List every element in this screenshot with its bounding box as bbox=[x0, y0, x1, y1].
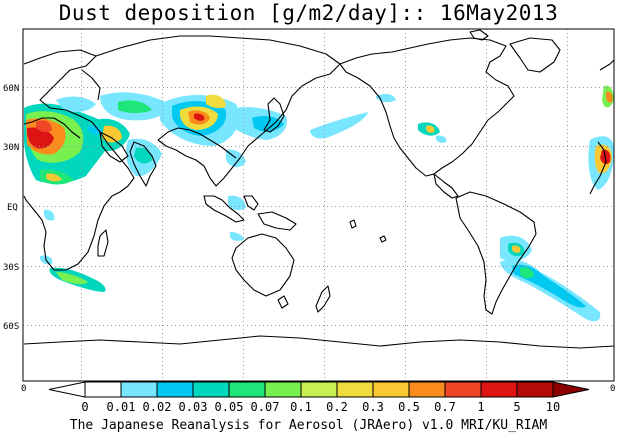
colorbar: 0 0.01 0.02 0.03 0.05 0.07 0.1 0.2 0.3 0.5 0.7 1 5 10 bbox=[48, 381, 590, 414]
colorbar-tick-label: 10 bbox=[546, 400, 560, 414]
colorbar-tick-label: 0.5 bbox=[398, 400, 420, 414]
colorbar-swatch bbox=[120, 381, 158, 398]
colorbar-tick-label: 0.2 bbox=[326, 400, 348, 414]
lat-label-60n: 60N bbox=[3, 84, 19, 94]
coast-antarctica bbox=[23, 335, 614, 349]
lat-label-30s: 30S bbox=[3, 263, 19, 273]
colorbar-left-triangle bbox=[48, 381, 86, 398]
colorbar-swatch bbox=[444, 381, 482, 398]
colorbar-swatch bbox=[408, 381, 446, 398]
footer-credit: The Japanese Reanalysis for Aerosol (JRA… bbox=[69, 418, 548, 433]
colorbar-swatch bbox=[228, 381, 266, 398]
coast-australia bbox=[231, 233, 295, 297]
colorbar-tick-label: 0.02 bbox=[143, 400, 172, 414]
lat-label-30n: 30N bbox=[3, 143, 19, 153]
map-title: Dust deposition [g/m2/day]:: 16May2013 bbox=[58, 1, 559, 25]
colorbar-swatch bbox=[372, 381, 410, 398]
colorbar-swatch bbox=[336, 381, 374, 398]
colorbar-tick-label: 1 bbox=[477, 400, 484, 414]
colorbar-swatch bbox=[480, 381, 518, 398]
colorbar-swatch bbox=[192, 381, 230, 398]
coast-south-america bbox=[455, 191, 537, 315]
colorbar-tick-label: 5 bbox=[513, 400, 520, 414]
colorbar-tick-label: 0 bbox=[81, 400, 88, 414]
colorbar-left-end-label: 0 bbox=[21, 384, 26, 394]
dust-shading bbox=[24, 85, 614, 322]
colorbar-tick-label: 0.7 bbox=[434, 400, 456, 414]
colorbar-tick-label: 0.1 bbox=[290, 400, 312, 414]
coast-asia bbox=[95, 35, 341, 187]
lat-label-eq: EQ bbox=[7, 203, 18, 213]
lat-label-60s: 60S bbox=[3, 322, 19, 332]
coast-north-america bbox=[339, 37, 515, 177]
latitude-labels: 60N 30N EQ 30S 60S bbox=[3, 84, 19, 332]
colorbar-swatch bbox=[264, 381, 302, 398]
colorbar-tick-label: 0.01 bbox=[107, 400, 136, 414]
colorbar-swatch bbox=[300, 381, 338, 398]
coastlines bbox=[23, 29, 614, 349]
colorbar-swatch bbox=[156, 381, 194, 398]
colorbar-tick-label: 0.05 bbox=[215, 400, 244, 414]
colorbar-swatch bbox=[516, 381, 554, 398]
colorbar-tick-label: 0.03 bbox=[179, 400, 208, 414]
coast-africa-europe bbox=[23, 49, 135, 271]
colorbar-tick-label: 0.07 bbox=[251, 400, 280, 414]
graticule bbox=[23, 29, 614, 381]
colorbar-swatch bbox=[84, 381, 122, 398]
colorbar-right-triangle bbox=[552, 381, 590, 398]
colorbar-tick-label: 0.3 bbox=[362, 400, 384, 414]
colorbar-right-end-label: 0 bbox=[610, 384, 615, 394]
map-frame bbox=[22, 28, 615, 382]
